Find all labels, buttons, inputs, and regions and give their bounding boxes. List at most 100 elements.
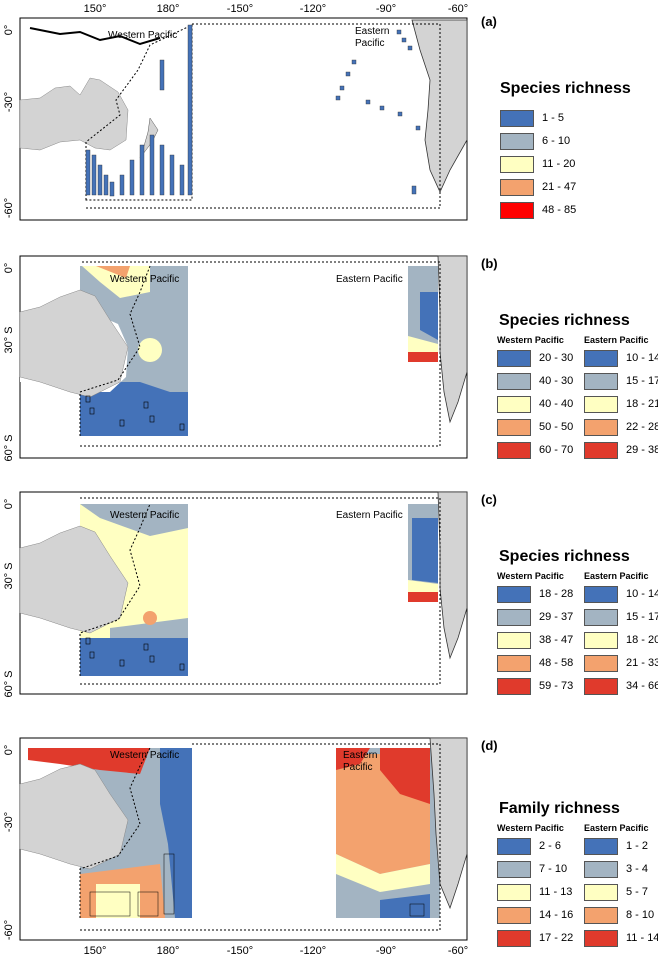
map-d: 0° -30° -60° Western Pacific Eastern Pac… — [3, 737, 469, 957]
species-cells-west — [85, 24, 193, 197]
legend-item: 59 - 73 — [497, 677, 573, 695]
panel-label: (d) — [481, 738, 498, 753]
legend-item: 50 - 50 — [497, 418, 573, 436]
legend-label: 6 - 10 — [542, 135, 571, 147]
south-america-landmass — [437, 491, 468, 660]
legend-item: 11 - 13 — [497, 883, 572, 901]
legend-swatch — [500, 109, 534, 127]
interp-west-grey — [110, 618, 188, 638]
lat-label: 60° S — [3, 670, 15, 697]
legend-item: 10 - 14 — [584, 585, 658, 603]
legend-item: 15 - 17 — [584, 608, 658, 626]
interp-west-high — [28, 748, 150, 774]
tick-label: -120° — [300, 3, 326, 15]
interp-west-mid — [82, 266, 150, 298]
tick-label: -60° — [448, 945, 468, 957]
interp-west-yellow — [96, 884, 140, 918]
legend-item: 8 - 10 — [584, 906, 654, 924]
legend-item: 10 - 14 — [584, 349, 658, 367]
legend-item: 60 - 70 — [497, 441, 573, 459]
legend-column-east: Eastern Pacific — [584, 571, 649, 581]
region-label-west: Western Pacific — [110, 510, 179, 521]
interp-east-high — [408, 352, 438, 362]
interp-east-low — [412, 518, 438, 583]
legend-item: 1 - 5 — [500, 109, 564, 127]
study-boundary — [80, 743, 441, 931]
tick-label: 180° — [157, 945, 180, 957]
tick-label: -90° — [376, 945, 396, 957]
region-label-east: Eastern Pacific — [336, 274, 403, 285]
panel-c: 0° 30° S 60° S Western Pacific Eastern P… — [0, 488, 658, 704]
interp-east-high — [408, 592, 438, 602]
legend-item: 48 - 85 — [500, 201, 576, 219]
legend-title: Family richness — [499, 800, 620, 817]
legend-item: 15 - 17 — [584, 372, 658, 390]
australia-landmass — [19, 763, 129, 870]
legend-label: 11 - 20 — [542, 158, 576, 170]
australia-landmass — [19, 525, 129, 634]
western-study-area — [79, 747, 151, 918]
legend-item: 6 - 10 — [500, 132, 570, 150]
legend-title: Species richness — [499, 548, 630, 565]
legend-item: 18 - 28 — [497, 585, 573, 603]
legend-label: 21 - 47 — [542, 181, 577, 193]
legend-item: 2 - 6 — [497, 837, 561, 855]
lat-label: -60° — [3, 198, 15, 218]
interp-east-yellow — [336, 854, 430, 892]
interp-east-low — [380, 894, 430, 918]
panel-label: (c) — [481, 492, 497, 507]
map-c: 0° 30° S 60° S Western Pacific Eastern P… — [3, 491, 468, 698]
legend-item: 14 - 16 — [497, 906, 573, 924]
interp-west-top — [80, 504, 188, 536]
australia-landmass — [19, 77, 129, 151]
interp-west-spot — [138, 338, 162, 362]
lat-label: 0° — [3, 263, 15, 274]
legend-item: 5 - 7 — [584, 883, 648, 901]
lat-ticks: 0° -30° -60° — [3, 25, 15, 218]
region-label-west: Western Pacific — [110, 750, 179, 761]
panel-b: 0° 30° S 60° S Western Pacific Eastern P… — [0, 252, 658, 468]
top-ticks: 150° 180° -150° -120° -90° -60° — [84, 3, 469, 15]
legend-column-east: Eastern Pacific — [584, 335, 649, 345]
tick-label: 180° — [157, 3, 180, 15]
lat-label: 0° — [3, 499, 15, 510]
legend-column-west: Western Pacific — [497, 823, 564, 833]
legend-item: 38 - 47 — [497, 631, 573, 649]
legend-item: 21 - 33 — [584, 654, 658, 672]
lat-label: 30° S — [3, 326, 15, 353]
interp-west-high — [96, 266, 130, 278]
legend-item: 20 - 30 — [497, 349, 573, 367]
legend-item: 1 - 2 — [584, 837, 648, 855]
legend-item: 17 - 22 — [497, 929, 573, 947]
legend-item: 3 - 4 — [584, 860, 648, 878]
bottom-ticks: 150° 180° -150° -120° -90° -60° — [84, 945, 469, 957]
interp-west-low — [80, 382, 188, 436]
legend-label: 1 - 5 — [542, 112, 565, 124]
legend-swatch — [500, 132, 534, 150]
lat-label: 60° S — [3, 434, 15, 461]
legend-item: 29 - 38 — [584, 441, 658, 459]
interp-west-low — [160, 748, 192, 918]
legend-title: Species richness — [500, 80, 631, 97]
lat-ticks: 0° 30° S 60° S — [3, 499, 15, 698]
south-america-landmass — [429, 737, 468, 910]
interp-east-red — [380, 748, 430, 804]
region-label-east: Pacific — [343, 762, 372, 773]
interp-west-hot — [143, 611, 157, 625]
western-study-area — [79, 265, 151, 436]
legend-item: 7 - 10 — [497, 860, 567, 878]
legend-label: 48 - 85 — [542, 204, 577, 216]
map-b: 0° 30° S 60° S Western Pacific Eastern P… — [3, 255, 468, 462]
lat-label: -30° — [3, 92, 15, 112]
legend-item: 11 - 20 — [500, 155, 575, 173]
legend-item: 48 - 58 — [497, 654, 573, 672]
sample-cells — [85, 395, 185, 431]
interp-east-mid — [408, 580, 438, 592]
legend-item: 29 - 37 — [497, 608, 573, 626]
western-study-area — [79, 503, 151, 676]
study-boundary — [86, 23, 441, 209]
lat-label: -30° — [3, 812, 15, 832]
interp-east-mid — [408, 336, 438, 352]
legend-item: 21 - 47 — [500, 178, 576, 196]
australia-landmass — [19, 289, 129, 398]
